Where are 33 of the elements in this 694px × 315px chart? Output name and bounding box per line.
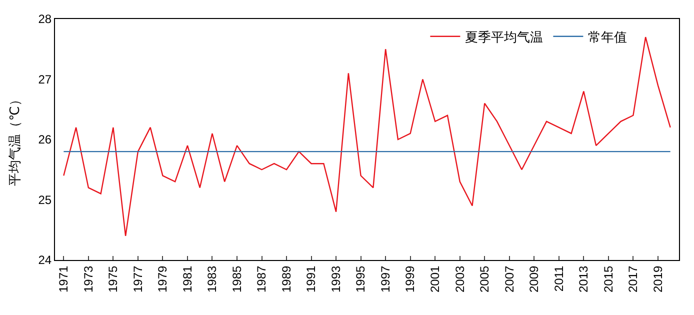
x-tick-label: 1999 — [403, 265, 418, 293]
x-tick-label: 1989 — [279, 265, 294, 293]
x-tick-label: 2001 — [428, 265, 442, 293]
legend-label: 夏季平均气温 — [465, 29, 544, 44]
x-tick-label: 1979 — [156, 265, 170, 293]
x-tick-label: 2017 — [626, 265, 640, 293]
x-tick-label: 1991 — [304, 265, 318, 293]
x-tick-label: 2011 — [552, 265, 566, 292]
x-tick-label: 2013 — [576, 265, 591, 293]
y-tick-label: 28 — [38, 12, 52, 26]
legend-label: 常年值 — [588, 29, 628, 44]
x-tick-label: 2003 — [452, 265, 467, 293]
x-tick-label: 2015 — [601, 265, 616, 293]
y-tick-label: 26 — [38, 132, 52, 147]
x-tick-label: 1975 — [106, 265, 120, 293]
x-tick-label: 1985 — [230, 265, 244, 293]
x-tick-label: 1973 — [81, 265, 96, 293]
x-tick-label: 1977 — [130, 265, 145, 293]
x-tick-label: 2009 — [527, 265, 542, 293]
y-axis-title: 平均气温（℃） — [7, 93, 22, 186]
x-tick-label: 2007 — [502, 265, 516, 293]
y-tick-label: 25 — [38, 192, 52, 207]
x-tick-label: 1971 — [56, 265, 71, 293]
x-tick-label: 1993 — [328, 265, 343, 293]
x-tick-label: 1987 — [254, 265, 269, 293]
y-tick-label: 27 — [38, 72, 52, 86]
x-tick-label: 1995 — [354, 265, 368, 293]
x-tick-label: 2005 — [478, 265, 492, 293]
y-tick-label: 24 — [38, 253, 52, 268]
x-tick-label: 2019 — [650, 265, 665, 293]
x-tick-label: 1997 — [378, 265, 392, 293]
x-tick-label: 1983 — [205, 265, 220, 293]
x-tick-label: 1981 — [180, 265, 194, 293]
